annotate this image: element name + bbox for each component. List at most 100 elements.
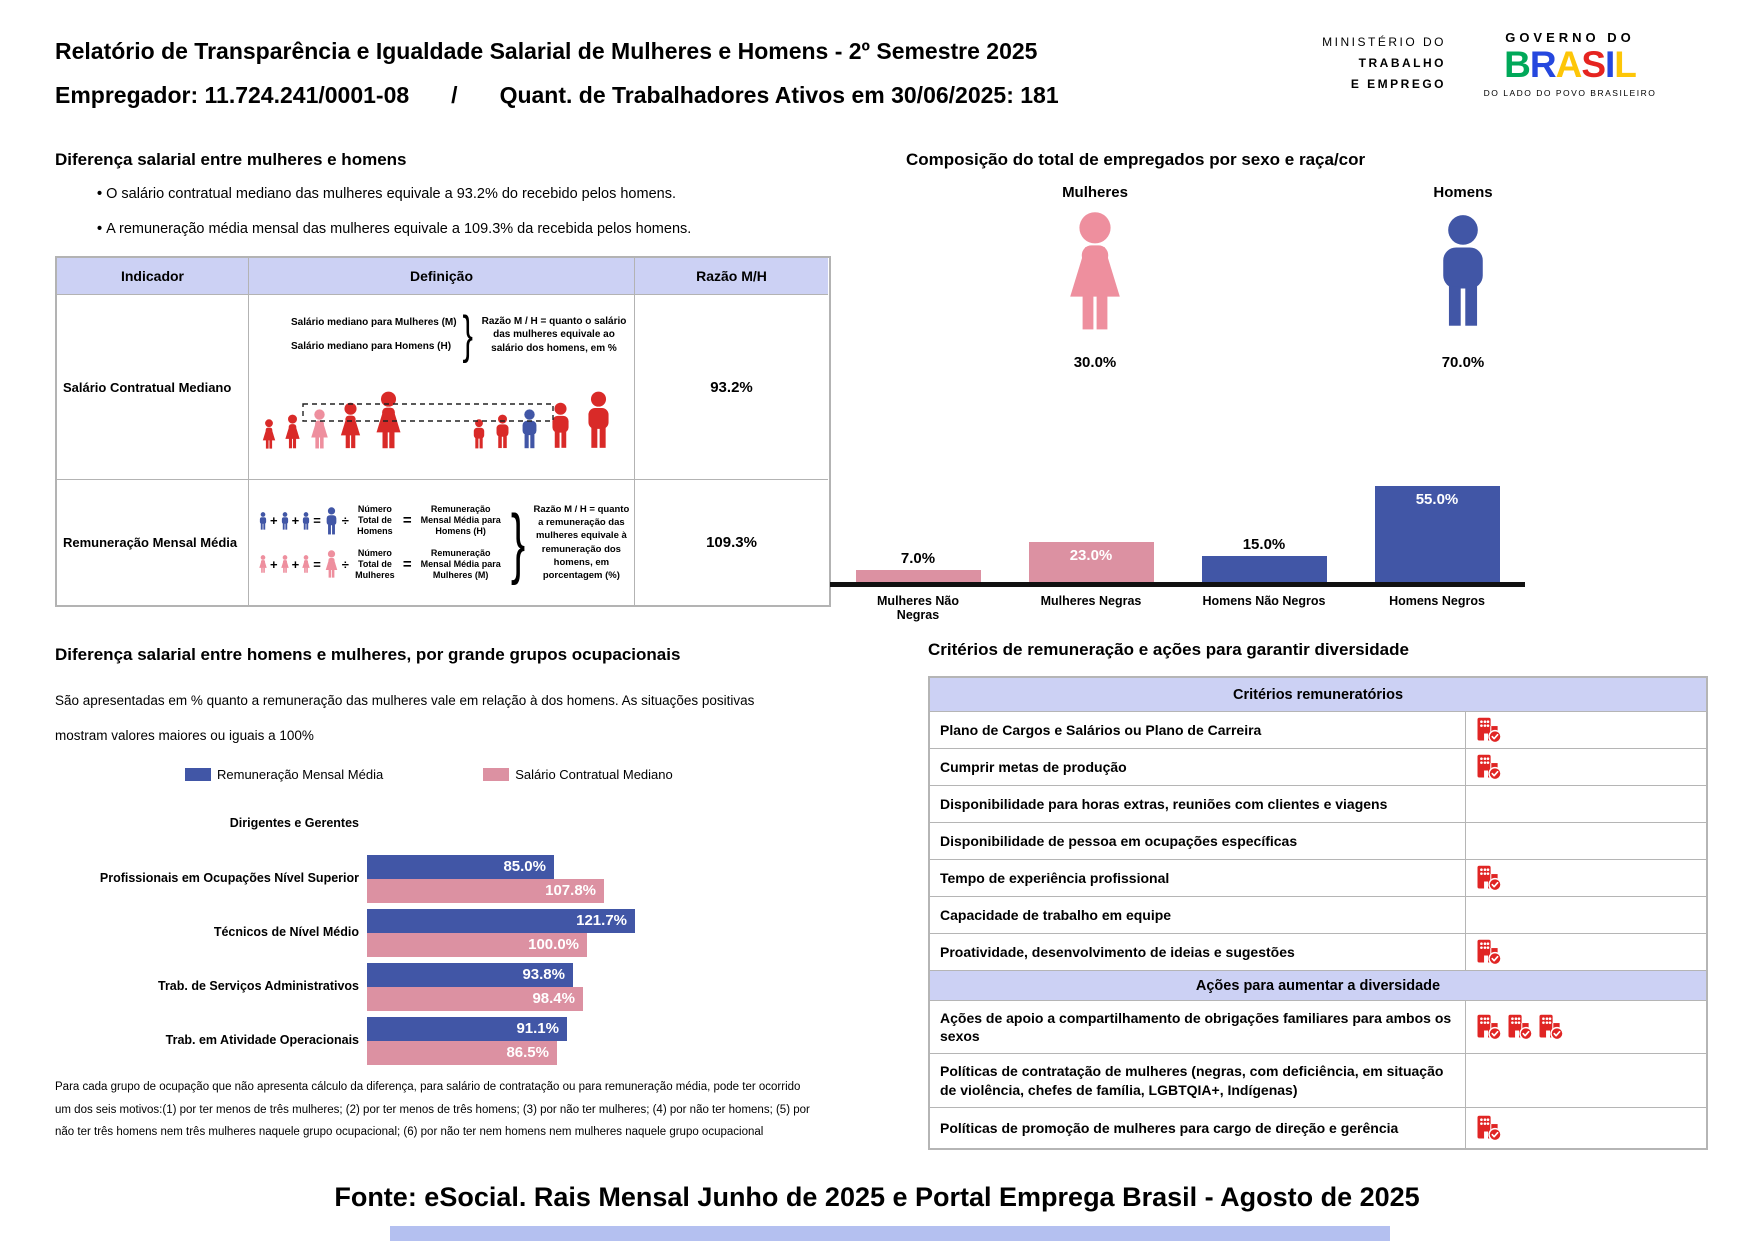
median-men-label: Salário mediano para Homens (H): [291, 341, 452, 352]
occupation-bars: 93.8% 98.4%: [367, 960, 831, 1014]
building-check-icon: [1477, 865, 1502, 892]
men-label: Homens: [1433, 184, 1493, 201]
criteria-row: Políticas de contratação de mulheres (ne…: [930, 1054, 1706, 1108]
criteria-row: Políticas de promoção de mulheres para c…: [930, 1108, 1706, 1148]
criteria-marker-cell: [1466, 749, 1706, 785]
criteria-label: Plano de Cargos e Salários ou Plano de C…: [930, 712, 1466, 748]
row-avg-pay-label: Remuneração Mensal Média: [57, 480, 249, 605]
criteria-row: Cumprir metas de produção: [930, 749, 1706, 786]
avg-ratio-note: Razão M / H = quanto a remuneração das m…: [533, 503, 630, 582]
occupation-bar: 91.1%: [367, 1017, 567, 1042]
occupation-bar: 121.7%: [367, 909, 635, 934]
occupation-bars: 85.0% 107.8%: [367, 852, 831, 906]
criteria-label: Disponibilidade de pessoa em ocupações e…: [930, 823, 1466, 859]
report-header: Relatório de Transparência e Igualdade S…: [55, 38, 1059, 109]
woman-icon: [1070, 212, 1120, 330]
bullet-median-salary: O salário contratual mediano das mulhere…: [97, 186, 831, 202]
criteria-label: Cumprir metas de produção: [930, 749, 1466, 785]
government-branding: MINISTÉRIO DO TRABALHO E EMPREGO GOVERNO…: [1322, 30, 1660, 98]
race-bar: 23.0%: [1028, 542, 1154, 582]
criteria-row: Disponibilidade para horas extras, reuni…: [930, 786, 1706, 823]
occupation-row: Dirigentes e Gerentes: [55, 796, 831, 852]
criteria-marker-cell: [1466, 1054, 1706, 1107]
building-check-icon: [1477, 939, 1502, 966]
race-bar-group: 23.0%: [1028, 542, 1154, 582]
criteria-marker-cell: [1466, 823, 1706, 859]
report-subtitle: Empregador: 11.724.241/0001-08 / Quant. …: [55, 82, 1059, 109]
population-pictogram: [262, 391, 609, 449]
men-percent: 70.0%: [1441, 354, 1485, 371]
occupation-label: Técnicos de Nível Médio: [213, 925, 359, 940]
occupation-row: Técnicos de Nível Médio 121.7% 100.0%: [55, 906, 831, 960]
occupation-row: Trab. em Atividade Operacionais 91.1% 86.5…: [55, 1014, 831, 1068]
women-label: Mulheres: [1062, 184, 1128, 201]
race-composition-chart: 7.0% 23.0% 15.0% 55.0% Mulheres Não Negras M…: [830, 442, 1525, 622]
occupation-bar: 93.8%: [367, 963, 573, 988]
occupations-section: Diferença salarial entre homens e mulher…: [55, 640, 831, 1143]
occupation-bars: 121.7% 100.0%: [367, 906, 831, 960]
women-total-label: Número Total de Mulheres: [355, 547, 395, 581]
indicator-table: Indicador Definição Razão M/H Salário Co…: [55, 256, 831, 607]
race-categories: Mulheres Não Negras Mulheres Negras Homens…: [830, 587, 1525, 622]
building-check-icon: [1477, 717, 1502, 744]
men-total-block: Homens 70.0%: [1358, 184, 1568, 371]
occupation-label: Dirigentes e Gerentes: [229, 816, 359, 831]
race-bar-group: 15.0%: [1201, 536, 1327, 582]
women-percent: 30.0%: [1073, 354, 1117, 371]
criteria-row: Ações de apoio a compartilhamento de obr…: [930, 1001, 1706, 1054]
criteria-marker-cell: [1466, 934, 1706, 970]
criteria-group-header: Ações para aumentar a diversidade: [930, 971, 1706, 1001]
men-average-formula: + + = ÷ Número Total de Homens = Remuner…: [257, 504, 507, 538]
median-women-label: Salário mediano para Mulheres (M): [291, 317, 457, 328]
women-total-block: Mulheres 30.0%: [990, 184, 1200, 371]
brace-glyph: }: [462, 306, 473, 364]
criteria-section: Critérios de remuneração e ações para ga…: [928, 640, 1708, 1150]
race-bar: [1201, 556, 1327, 582]
median-salary-diagram: Salário mediano para Mulheres (M) Salári…: [249, 295, 635, 480]
building-check-icon: [1477, 754, 1502, 781]
women-avg-pay-label: Remuneração Mensal Média para Mulheres (…: [420, 547, 501, 581]
man-icon: [1443, 215, 1483, 326]
composition-section: Composição do total de empregados por se…: [830, 150, 1525, 622]
brasil-letter: R: [1529, 44, 1557, 85]
occupations-chart: Dirigentes e Gerentes Profissionais em Oc…: [55, 796, 831, 1068]
race-category-label: Mulheres Não Negras: [877, 594, 959, 622]
criteria-marker-cell: [1466, 1001, 1706, 1053]
col-header-definicao: Definição: [249, 258, 635, 295]
occupations-legend: Remuneração Mensal Média Salário Contrat…: [185, 767, 831, 782]
brasil-wordmark: BRASIL: [1480, 44, 1660, 86]
occupation-label: Profissionais em Ocupações Nível Superio…: [99, 871, 359, 886]
median-salary-ratio: 93.2%: [635, 295, 828, 480]
race-bar-value: 23.0%: [1069, 547, 1113, 564]
criteria-marker-cell: [1466, 712, 1706, 748]
pink-swatch: [483, 768, 510, 782]
occupation-bar: 86.5%: [367, 1041, 557, 1066]
blue-swatch: [185, 768, 211, 782]
occupations-title: Diferença salarial entre homens e mulher…: [55, 645, 681, 664]
criteria-row: Disponibilidade de pessoa em ocupações e…: [930, 823, 1706, 860]
occupation-bars: 91.1% 86.5%: [367, 1014, 831, 1068]
active-workers-count: Quant. de Trabalhadores Ativos em 30/06/…: [499, 82, 1059, 108]
race-bar: [855, 570, 981, 582]
criteria-row: Plano de Cargos e Salários ou Plano de C…: [930, 712, 1706, 749]
occupation-row: Trab. de Serviços Administrativos 93.8% 98…: [55, 960, 831, 1014]
employer-id: Empregador: 11.724.241/0001-08: [55, 82, 410, 108]
race-bar-value: 15.0%: [1242, 536, 1286, 553]
separator: /: [451, 82, 458, 108]
bullet-average-pay: A remuneração média mensal das mulheres …: [97, 221, 831, 237]
race-category-label: Homens Negros: [1389, 594, 1485, 608]
salary-gap-title: Diferença salarial entre mulheres e home…: [55, 150, 407, 169]
criteria-marker-cell: [1466, 897, 1706, 933]
criteria-title: Critérios de remuneração e ações para ga…: [928, 640, 1409, 659]
race-category-label: Homens Não Negros: [1202, 594, 1326, 608]
building-check-icon: [1477, 1014, 1502, 1041]
brasil-letter: B: [1504, 44, 1531, 85]
criteria-label: Capacidade de trabalho em equipe: [930, 897, 1466, 933]
race-bar: 55.0%: [1374, 486, 1500, 582]
occupation-bar: 100.0%: [367, 933, 587, 958]
brace-glyph: }: [510, 498, 525, 586]
criteria-label: Políticas de contratação de mulheres (ne…: [930, 1054, 1466, 1107]
occupation-label: Trab. em Atividade Operacionais: [165, 1033, 359, 1048]
median-ratio-note: Razão M / H = quanto o salário das mulhe…: [481, 315, 627, 354]
building-check-icon: [1508, 1014, 1533, 1041]
